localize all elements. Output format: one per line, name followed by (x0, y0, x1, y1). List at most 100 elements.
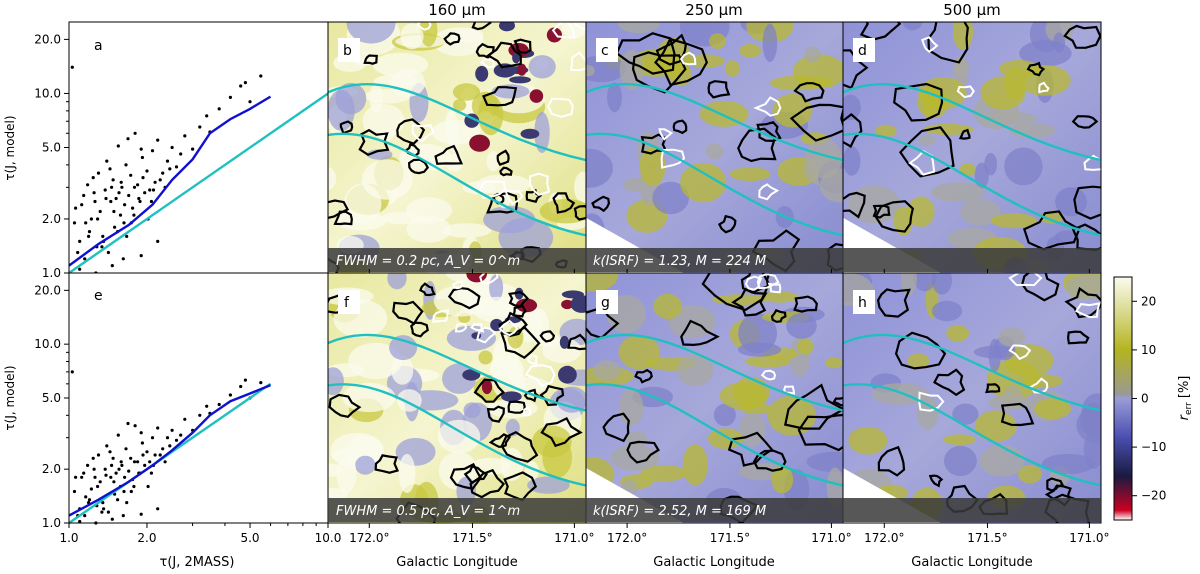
map-blotch (653, 293, 682, 319)
caption-bar-c (586, 248, 843, 272)
column-title-500: 500 μm (943, 1, 1001, 19)
map-blotch (907, 196, 935, 227)
map-blotch (960, 198, 1001, 226)
contour-black (877, 445, 906, 477)
y-tick-label: 10.0 (34, 86, 61, 100)
contour-black (443, 32, 461, 46)
map-blotch (398, 453, 416, 494)
data-point (98, 209, 102, 214)
data-point (86, 183, 90, 187)
x-tick-label: 2.0 (137, 531, 156, 545)
map-blotch (528, 55, 556, 79)
cyan-contour-lower (843, 132, 1101, 237)
map-x-tick-label: 171.0° (811, 531, 851, 545)
data-point (139, 254, 143, 258)
data-point (133, 131, 137, 135)
contour-black (374, 454, 400, 474)
data-point (119, 460, 123, 464)
y-tick-label: 20.0 (34, 283, 61, 297)
x-tick-label: 5.0 (240, 531, 259, 545)
data-point (106, 510, 110, 514)
data-point (170, 428, 174, 432)
data-point (136, 183, 140, 187)
map-blotch (931, 273, 952, 295)
data-point (132, 484, 136, 489)
map-blotch (486, 151, 500, 172)
contour-white (660, 148, 686, 169)
map-blotch (680, 162, 727, 203)
data-point (141, 176, 145, 180)
map-x-tick-label: 171.5° (710, 531, 750, 545)
contour-black (486, 405, 505, 423)
data-point (105, 159, 109, 163)
data-point (174, 165, 179, 169)
map-blotch (916, 396, 939, 430)
frame-h (842, 272, 1102, 524)
map-blotch (390, 68, 426, 97)
contour-white (498, 319, 519, 337)
data-point (122, 489, 126, 494)
contour-white (479, 273, 499, 285)
data-point (179, 152, 183, 156)
map-x-tick-label: 172.0° (864, 531, 904, 545)
contour-white (753, 96, 782, 117)
contour-black (540, 416, 583, 448)
data-point (129, 456, 133, 460)
contour-black (843, 112, 863, 149)
letter-box-c (596, 38, 618, 62)
data-point (110, 517, 114, 521)
map-blotch (705, 143, 724, 160)
map-blotch (931, 182, 985, 203)
contour-black (507, 400, 526, 414)
map-x-tick-label: 171.5° (967, 531, 1007, 545)
contour-black (843, 49, 869, 90)
letter-box-h (853, 290, 875, 314)
caption-g: k(ISRF) = 2.52, M = 169 M (593, 504, 766, 519)
map-blotch (707, 428, 744, 449)
contour-white (1008, 273, 1043, 287)
map-blotch (527, 476, 570, 494)
contour-black (783, 383, 843, 430)
cyan-contour-upper (843, 83, 1101, 162)
map-blotch (1022, 374, 1063, 389)
map-blotch (452, 83, 481, 101)
contour-white (767, 282, 782, 294)
data-point (143, 191, 147, 195)
data-point (93, 475, 97, 479)
data-point (217, 107, 221, 111)
contour-white (783, 385, 796, 395)
data-point (217, 402, 221, 407)
map-blotch (798, 76, 833, 87)
contour-black (434, 144, 464, 165)
contour-white (527, 353, 538, 365)
data-point (198, 413, 202, 417)
map-panel-f (328, 273, 586, 523)
map-blotch (804, 46, 821, 63)
contour-white (454, 322, 468, 333)
map-hotspot (559, 335, 570, 349)
contour-white (503, 189, 524, 205)
map-blotch (825, 357, 843, 369)
data-point (114, 196, 118, 201)
caption-f: FWHM = 0.5 pc, A_V = 1^m (336, 504, 520, 519)
map-blotch (974, 410, 1017, 442)
y-tick-label: 2.0 (42, 212, 61, 226)
map-blotch (586, 148, 613, 188)
map-blotch (328, 367, 344, 396)
map-blotch (447, 122, 460, 152)
column-title-160: 160 μm (428, 1, 486, 19)
map-hotspot (481, 379, 493, 395)
y-tick-label: 5.0 (42, 141, 61, 155)
contour-black (512, 304, 527, 318)
contour-white (1038, 81, 1050, 94)
contour-black (958, 128, 971, 140)
x-tick-label: 1.0 (59, 531, 78, 545)
map-blotch (586, 65, 595, 77)
data-point (161, 171, 165, 175)
contour-white (432, 308, 450, 323)
data-point (74, 475, 78, 479)
map-blotch (998, 327, 1026, 347)
contour-black (731, 287, 768, 317)
contour-black (894, 331, 947, 370)
data-point (165, 436, 170, 440)
